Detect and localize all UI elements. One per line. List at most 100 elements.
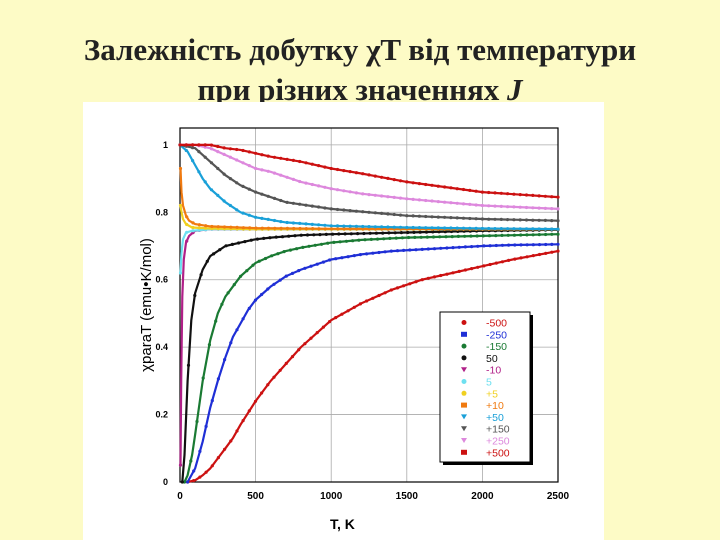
data-point (463, 234, 467, 238)
data-point (361, 227, 365, 231)
legend-marker (461, 414, 467, 420)
data-point (292, 226, 296, 231)
data-point (192, 469, 196, 473)
data-point (185, 222, 189, 227)
data-point (223, 447, 227, 451)
data-point (380, 211, 384, 215)
data-point (266, 154, 270, 158)
data-point (245, 269, 249, 273)
data-point (408, 248, 412, 252)
data-point (243, 240, 247, 244)
data-point (436, 200, 440, 204)
data-point (310, 162, 314, 166)
data-point (228, 147, 232, 151)
data-point (461, 216, 466, 220)
data-point (235, 181, 239, 185)
data-point (184, 143, 188, 147)
data-point (287, 234, 291, 238)
data-point (455, 201, 459, 205)
data-point (474, 217, 478, 221)
data-point (361, 172, 365, 176)
data-point (349, 232, 353, 236)
data-point (342, 224, 346, 228)
data-point (480, 217, 484, 221)
data-point (216, 150, 220, 154)
data-point (203, 143, 207, 147)
data-point (398, 213, 403, 217)
data-point (365, 252, 369, 256)
data-point (537, 243, 542, 247)
data-point (499, 217, 503, 221)
legend-label: -150 (486, 341, 507, 353)
data-point (235, 328, 239, 332)
data-point (537, 194, 541, 198)
data-point (210, 399, 214, 403)
data-point (531, 206, 535, 210)
data-point (310, 204, 314, 208)
data-point (420, 278, 424, 282)
data-point (468, 216, 472, 221)
title-line-2: при різних значеннях J (0, 70, 720, 110)
data-point (468, 226, 472, 230)
y-tick-label: 0 (163, 477, 168, 487)
legend-marker (461, 438, 467, 443)
data-point (556, 227, 560, 231)
data-point (191, 159, 195, 163)
data-point (284, 274, 288, 278)
data-point (235, 225, 239, 229)
data-point (222, 199, 226, 203)
data-point (335, 207, 340, 212)
data-point (518, 193, 522, 197)
data-point (470, 245, 474, 249)
data-point (380, 175, 384, 179)
data-point (285, 200, 289, 204)
data-point (418, 230, 422, 234)
data-point (247, 164, 251, 168)
data-point (377, 250, 381, 255)
data-point (377, 293, 381, 298)
data-point (270, 254, 274, 258)
data-point (329, 187, 333, 191)
legend-label: +250 (486, 436, 510, 448)
data-point (191, 143, 195, 147)
data-point (241, 161, 245, 165)
series-line (179, 144, 559, 231)
data-point (182, 480, 187, 484)
chart-panel: 0 500 1000 1500 2000 2500 0 0.2 0.4 0.6 0.8 1 χparaT… (83, 102, 604, 540)
data-point (524, 218, 529, 222)
data-point (389, 249, 393, 253)
data-point (329, 207, 333, 211)
data-point (451, 271, 455, 275)
data-point (357, 238, 361, 242)
data-point (207, 343, 211, 347)
data-point (346, 255, 350, 259)
data-point (185, 230, 189, 234)
data-point (367, 227, 371, 231)
data-point (493, 204, 497, 208)
data-point (298, 226, 302, 231)
data-point (310, 182, 314, 187)
data-point (282, 250, 286, 254)
data-point (506, 218, 510, 222)
data-point (436, 215, 440, 219)
data-point (355, 227, 359, 231)
data-point (531, 193, 535, 197)
data-point (430, 199, 434, 203)
data-point (402, 248, 406, 252)
data-point (326, 241, 330, 245)
data-point (198, 475, 202, 479)
x-tick-label: 500 (247, 491, 264, 502)
data-point (348, 170, 352, 174)
data-point (487, 217, 491, 221)
data-point (348, 227, 352, 231)
data-point (201, 376, 205, 380)
data-point (449, 226, 453, 230)
data-point (518, 205, 522, 209)
data-point (367, 210, 371, 214)
data-point (363, 238, 367, 242)
data-point (222, 172, 226, 176)
data-point (386, 176, 390, 180)
data-point (186, 363, 191, 367)
data-point (216, 225, 220, 229)
data-point (266, 169, 270, 173)
